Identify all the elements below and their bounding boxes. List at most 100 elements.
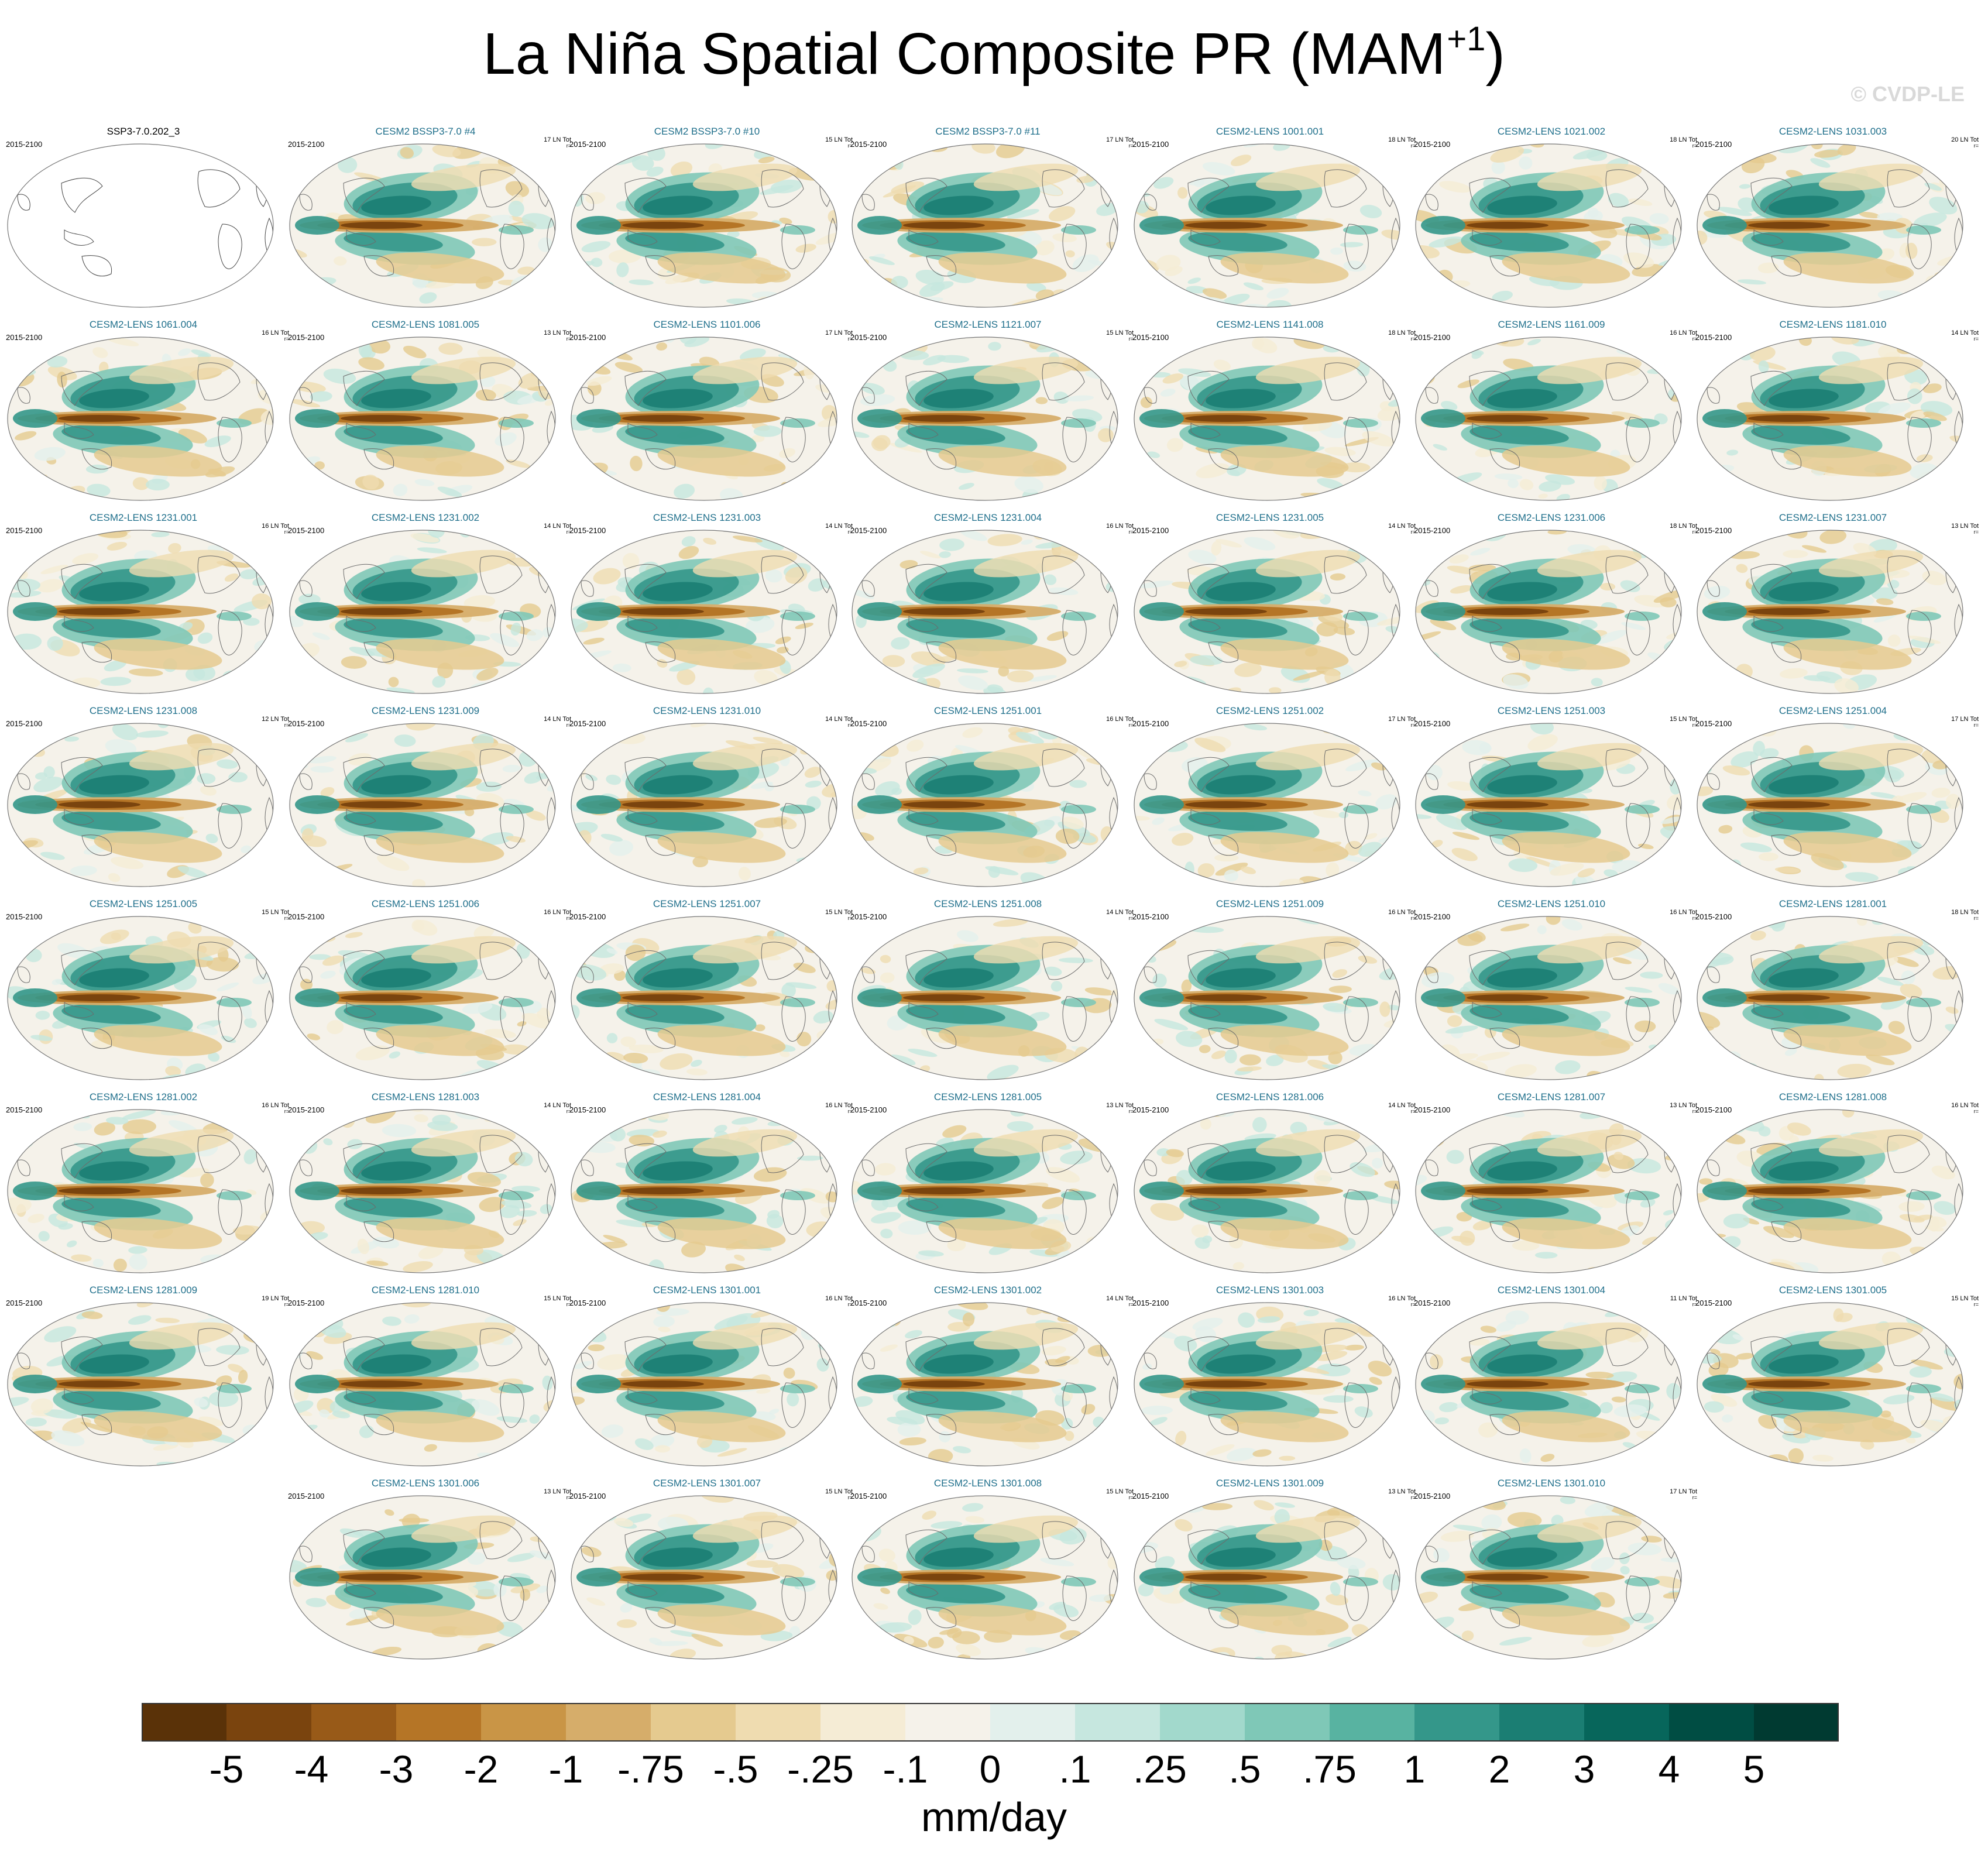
- anomaly-speckle: [438, 342, 463, 355]
- panel-correlation: r=: [1692, 1108, 1697, 1115]
- anomaly-speckle: [1238, 1312, 1255, 1328]
- anomaly-speckle: [1639, 340, 1663, 353]
- wet-anomaly-south-core: [1188, 231, 1287, 252]
- anomaly-speckle: [544, 399, 554, 406]
- anomaly-speckle: [1200, 1118, 1211, 1130]
- anomaly-speckle: [820, 155, 837, 172]
- panel-period: 2015-2100: [569, 140, 606, 149]
- atlantic-wet: [1343, 1384, 1378, 1393]
- anomaly-speckle: [306, 1111, 337, 1120]
- panel-count: 14 LN Tot r=: [1388, 1102, 1416, 1115]
- anomaly-speckle: [956, 930, 978, 942]
- anomaly-speckle: [1148, 740, 1159, 751]
- anomaly-speckle: [1069, 779, 1087, 788]
- anomaly-speckle: [194, 1397, 208, 1407]
- anomaly-speckle: [956, 1654, 971, 1659]
- map-panel: CESM2-LENS 1281.001 2015-2100 18 LN Tot r=: [1695, 898, 1979, 1088]
- anomaly-speckle: [1594, 630, 1628, 644]
- warm-pool-wet: [1139, 1182, 1184, 1200]
- anomaly-speckle: [1194, 737, 1226, 753]
- anomaly-speckle: [670, 161, 693, 177]
- panel-correlation: r=: [1973, 1301, 1979, 1308]
- anomaly-speckle: [1431, 840, 1443, 848]
- wet-anomaly-north-peak: [923, 1161, 994, 1181]
- panel-title: CESM2-LENS 1101.006: [653, 319, 761, 330]
- anomaly-speckle: [1416, 1261, 1438, 1273]
- anomaly-speckle: [765, 569, 782, 583]
- anomaly-speckle: [1620, 1565, 1630, 1575]
- anomaly-speckle: [983, 686, 1008, 693]
- anomaly-speckle: [1337, 1557, 1366, 1569]
- dry-equatorial-peak: [622, 801, 704, 808]
- dry-anomaly-north: [1537, 549, 1642, 578]
- anomaly-speckle: [1666, 654, 1681, 672]
- anomaly-speckle: [756, 1389, 771, 1394]
- anomaly-speckle: [301, 828, 314, 842]
- anomaly-speckle: [1028, 675, 1057, 682]
- map-panel: CESM2-LENS 1281.008 2015-2100 16 LN Tot r=: [1695, 1091, 1979, 1282]
- coastline: [1626, 803, 1650, 849]
- anomaly-speckle: [1364, 337, 1394, 347]
- map-plot: [571, 336, 837, 501]
- panel-count: 17 LN Tot r=: [544, 136, 571, 149]
- anomaly-speckle: [1134, 816, 1151, 821]
- anomaly-speckle: [28, 1309, 45, 1324]
- coastline: [299, 1352, 313, 1369]
- anomaly-speckle: [1736, 564, 1748, 573]
- map-plot: [7, 723, 274, 887]
- dry-anomaly-south: [1783, 252, 1912, 284]
- anomaly-speckle: [308, 755, 337, 764]
- anomaly-speckle: [582, 734, 598, 750]
- anomaly-speckle: [12, 664, 37, 676]
- coastline: [1042, 748, 1085, 787]
- coastline: [1887, 1135, 1930, 1173]
- dry-anomaly-south: [94, 1025, 222, 1056]
- anomaly-speckle: [1266, 300, 1292, 307]
- anomaly-speckle: [231, 1450, 243, 1457]
- anomaly-speckle: [290, 399, 321, 408]
- anomaly-speckle: [1176, 1170, 1193, 1186]
- map-border: [7, 1302, 274, 1467]
- anomaly-speckle: [305, 1598, 327, 1608]
- anomaly-speckle: [1237, 1066, 1262, 1071]
- panel-period: 2015-2100: [1414, 526, 1451, 535]
- panel-title: CESM2-LENS 1251.006: [371, 898, 480, 909]
- wet-anomaly-north-peak: [79, 1354, 149, 1374]
- anomaly-speckle: [8, 558, 18, 568]
- coastline: [1472, 1388, 1502, 1404]
- coastline: [218, 1382, 242, 1428]
- anomaly-speckle: [1417, 1496, 1450, 1503]
- dry-anomaly-south: [376, 252, 504, 284]
- coastline: [1344, 610, 1369, 655]
- coastline: [1208, 448, 1239, 470]
- panel-count: 17 LN Tot r=: [1951, 716, 1979, 729]
- coastline: [500, 1189, 524, 1235]
- wet-anomaly-north-peak: [643, 968, 713, 988]
- anomaly-speckle: [1096, 202, 1118, 217]
- anomaly-speckle: [1052, 1069, 1077, 1076]
- dry-anomaly-north: [411, 549, 516, 578]
- anomaly-speckle: [1309, 1114, 1335, 1122]
- warm-pool-wet: [13, 602, 57, 621]
- anomaly-speckle: [8, 543, 26, 551]
- dry-anomaly-south: [1783, 1025, 1912, 1056]
- warm-pool-wet: [1421, 216, 1465, 235]
- anomaly-speckle: [8, 590, 42, 598]
- anomaly-speckle: [1711, 1393, 1738, 1407]
- coastline: [627, 229, 658, 246]
- anomaly-speckle: [309, 954, 331, 960]
- panel-title: CESM2-LENS 1281.001: [1778, 898, 1887, 909]
- dry-equatorial-peak: [1185, 994, 1267, 1001]
- anomaly-speckle: [358, 342, 372, 358]
- coastline: [299, 773, 313, 790]
- anomaly-speckle: [500, 1205, 520, 1218]
- panel-correlation: r=: [847, 1301, 853, 1308]
- anomaly-speckle: [520, 1446, 548, 1455]
- anomaly-speckle: [1519, 479, 1534, 490]
- atlantic-wet: [499, 1191, 534, 1200]
- panel-title: CESM2-LENS 1281.006: [1216, 1091, 1324, 1103]
- dry-anomaly-south: [938, 1604, 1067, 1636]
- anomaly-speckle: [1811, 853, 1844, 871]
- anomaly-speckle: [1369, 1376, 1382, 1385]
- coastline: [81, 1221, 112, 1242]
